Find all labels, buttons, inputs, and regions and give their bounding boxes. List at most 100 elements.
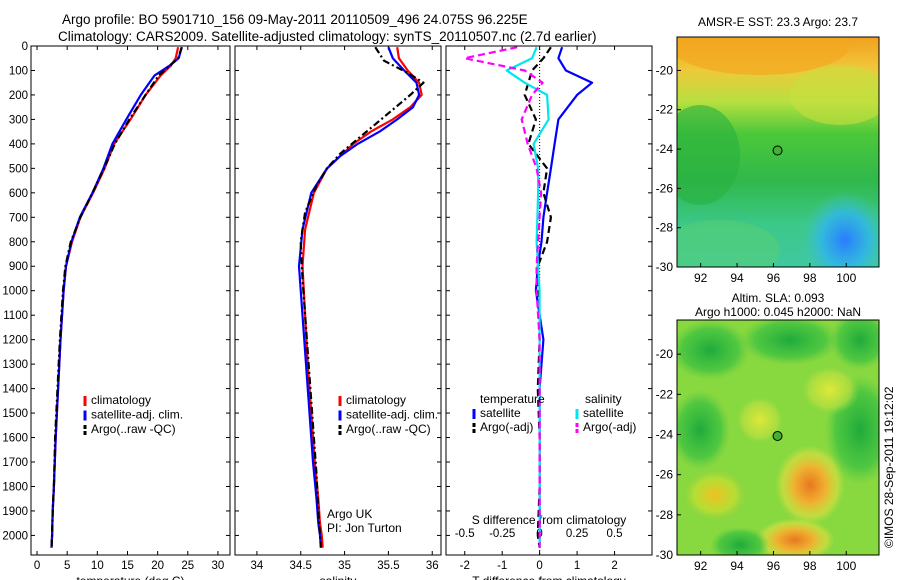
y-tick-label: -24 bbox=[656, 427, 674, 441]
x2-tick-label: -0.25 bbox=[489, 528, 515, 540]
y-tick-label: 500 bbox=[9, 163, 28, 175]
y-tick-label: 900 bbox=[9, 261, 28, 273]
x-axis-label: T difference from climatology bbox=[472, 574, 626, 580]
map-frame bbox=[676, 36, 880, 268]
x2-axis-label: S difference from climatology bbox=[472, 513, 627, 527]
legend-title: salinity bbox=[585, 392, 622, 406]
x-tick-label: 96 bbox=[767, 271, 781, 285]
legend-label: climatology bbox=[346, 393, 406, 407]
temperature-profile: 0100200300400500600700800900100011001200… bbox=[2, 41, 230, 580]
figure-title-line-1: Argo profile: BO 5901710_156 09-May-2011… bbox=[62, 12, 528, 27]
figure-title-line-2: Climatology: CARS2009. Satellite-adjuste… bbox=[58, 29, 597, 44]
argo-location-marker bbox=[772, 430, 783, 441]
difference-profile: -2 -1 0 1 2 T difference from climatology -0.5… bbox=[446, 45, 652, 580]
y-tick-label: 1200 bbox=[2, 335, 28, 347]
annotation-text: PI: Jon Turton bbox=[327, 521, 402, 535]
salinity-profile: 34 34.5 35 35.5 36 salinity climatologysatelli… bbox=[235, 45, 441, 580]
y-tick-label: 1100 bbox=[3, 310, 28, 322]
x-tick-label: 5 bbox=[64, 560, 70, 572]
legend-label: satellite bbox=[583, 406, 624, 420]
y-tick-label: -26 bbox=[656, 181, 674, 195]
y-tick-label: -22 bbox=[656, 103, 674, 117]
x-tick-label: 10 bbox=[91, 560, 104, 572]
series-line-satellite-adj-clim- bbox=[50, 46, 183, 548]
x-tick-label: 34 bbox=[251, 560, 264, 572]
y-tick-label: 1800 bbox=[2, 481, 28, 493]
x-tick-label: 94 bbox=[730, 271, 744, 285]
annotation-text: Argo UK bbox=[327, 507, 372, 521]
x-tick-label: 98 bbox=[803, 271, 817, 285]
y-tick-label: 700 bbox=[9, 212, 28, 224]
y-tick-label: 300 bbox=[9, 114, 28, 126]
y-tick-label: 1900 bbox=[2, 506, 28, 518]
x-tick-label: 100 bbox=[836, 271, 856, 285]
y-tick-label: -20 bbox=[656, 347, 674, 361]
map-frame bbox=[676, 319, 880, 556]
x-tick-label: 100 bbox=[836, 559, 856, 573]
series-line-climatology bbox=[50, 46, 180, 548]
legend-label: Argo(..raw -QC) bbox=[91, 422, 176, 436]
y-tick-label: 600 bbox=[9, 188, 28, 200]
argo-location-marker bbox=[772, 145, 783, 156]
series-line-argo-raw-qc- bbox=[50, 46, 183, 548]
x-tick-label: 36 bbox=[426, 560, 439, 572]
x-tick-label: -1 bbox=[497, 560, 507, 572]
y-tick-label: -20 bbox=[656, 63, 674, 77]
y-tick-label: 1700 bbox=[2, 457, 28, 469]
y-tick-label: -30 bbox=[656, 548, 674, 562]
x-axis-label: salinity bbox=[320, 574, 357, 580]
x-tick-label: 0 bbox=[34, 560, 40, 572]
y-tick-label: -28 bbox=[656, 508, 674, 522]
x-tick-label: 34.5 bbox=[290, 560, 312, 572]
legend-label: Argo(..raw -QC) bbox=[346, 422, 431, 436]
y-tick-label: -30 bbox=[656, 260, 674, 274]
credit-text: ©IMOS 28-Sep-2011 19:12:02 bbox=[882, 386, 896, 548]
x-tick-label: 1 bbox=[574, 560, 580, 572]
x-tick-label: 35.5 bbox=[377, 560, 399, 572]
x2-tick-label: 0.5 bbox=[607, 528, 623, 540]
x2-tick-label: -0.5 bbox=[455, 528, 475, 540]
y-tick-label: -28 bbox=[656, 221, 674, 235]
y-tick-label: -24 bbox=[656, 142, 674, 156]
map-title: Argo h1000: 0.045 h2000: NaN bbox=[695, 305, 861, 319]
difference-profile-axes-box bbox=[445, 45, 653, 556]
x-tick-label: 35 bbox=[338, 560, 351, 572]
y-tick-label: 1500 bbox=[2, 408, 28, 420]
map-title: AMSR-E SST: 23.3 Argo: 23.7 bbox=[698, 15, 858, 29]
y-tick-label: -22 bbox=[656, 387, 674, 401]
temperature-profile-axes-box bbox=[30, 45, 231, 556]
x2-tick-label: 0.25 bbox=[566, 528, 588, 540]
x-tick-label: 0 bbox=[536, 560, 542, 572]
legend-label: satellite-adj. clim. bbox=[346, 408, 438, 422]
y-tick-label: 100 bbox=[9, 65, 28, 77]
legend-label: satellite bbox=[480, 406, 521, 420]
y-tick-label: 1400 bbox=[2, 384, 28, 396]
x-tick-label: 96 bbox=[767, 559, 781, 573]
y-tick-label: 400 bbox=[9, 139, 28, 151]
legend-label: Argo(-adj) bbox=[480, 420, 533, 434]
x-tick-label: 15 bbox=[121, 560, 134, 572]
series-line-climatology bbox=[301, 47, 423, 548]
sst-map bbox=[677, 37, 879, 267]
y-tick-label: -26 bbox=[656, 468, 674, 482]
x-axis-label: temperature (deg C) bbox=[76, 574, 184, 580]
x-tick-label: 92 bbox=[694, 559, 708, 573]
x-tick-label: 94 bbox=[730, 559, 744, 573]
series-line-salinity-satellite bbox=[505, 46, 550, 548]
y-tick-label: 200 bbox=[9, 90, 28, 102]
x-tick-label: 30 bbox=[212, 560, 225, 572]
legend-label: Argo(-adj) bbox=[583, 420, 636, 434]
y-tick-label: 0 bbox=[22, 41, 28, 53]
x-tick-label: 2 bbox=[611, 560, 617, 572]
series-line-temperature-satellite bbox=[534, 46, 594, 548]
legend-title: temperature bbox=[480, 392, 545, 406]
legend-label: satellite-adj. clim. bbox=[91, 408, 183, 422]
x-tick-label: 92 bbox=[694, 271, 708, 285]
x-tick-label: 25 bbox=[181, 560, 194, 572]
x-tick-label: 98 bbox=[803, 559, 817, 573]
y-tick-label: 800 bbox=[9, 237, 28, 249]
y-tick-label: 1000 bbox=[2, 286, 28, 298]
y-tick-label: 1600 bbox=[2, 433, 28, 445]
